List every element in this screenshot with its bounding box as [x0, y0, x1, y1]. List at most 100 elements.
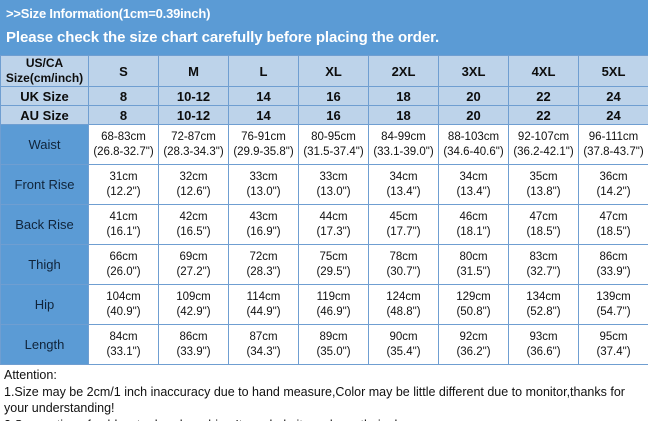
- table-cell: 80-95cm (31.5-37.4"): [298, 124, 369, 165]
- table-cell: 20: [438, 86, 509, 106]
- value-cm: 47cm: [529, 210, 558, 223]
- table-cell: 86cm (33.9"): [578, 244, 648, 285]
- value-inch: (36.6"): [526, 345, 561, 358]
- row-label: Hip: [0, 284, 89, 325]
- value-inch: (34.6-40.6"): [443, 145, 504, 158]
- table-header-row: US/CA Size(cm/inch) S M L XL 2XL 3XL 4XL 5XL: [0, 55, 648, 87]
- row-label: Front Rise: [0, 164, 89, 205]
- value-inch: (27.2"): [176, 265, 211, 278]
- size-chart-table: US/CA Size(cm/inch) S M L XL 2XL 3XL 4XL 5XL UK Si…: [0, 55, 648, 365]
- column-header-2xl: 2XL: [368, 55, 439, 87]
- table-cell: 8: [88, 105, 159, 125]
- column-header-4xl: 4XL: [508, 55, 579, 87]
- table-cell: 33cm (13.0"): [228, 164, 299, 205]
- value-inch: (18.5"): [596, 225, 631, 238]
- table-cell: 80cm (31.5"): [438, 244, 509, 285]
- table-cell: 22: [508, 86, 579, 106]
- table-cell: 83cm (32.7"): [508, 244, 579, 285]
- value-inch: (44.9"): [246, 305, 281, 318]
- table-cell: 36cm (14.2"): [578, 164, 648, 205]
- value-cm: 66cm: [109, 250, 138, 263]
- value-cm: 72-87cm: [171, 130, 216, 143]
- value-cm: 96-111cm: [588, 130, 639, 143]
- value-inch: (36.2-42.1"): [513, 145, 574, 158]
- value-cm: 36cm: [599, 170, 628, 183]
- table-cell: 75cm (29.5"): [298, 244, 369, 285]
- table-cell: 24: [578, 86, 648, 106]
- table-cell: 95cm (37.4"): [578, 324, 648, 365]
- attention-note: Attention: 1.Size may be 2cm/1 inch inac…: [0, 365, 648, 421]
- table-cell: 86cm (33.9"): [158, 324, 229, 365]
- table-cell: 42cm (16.5"): [158, 204, 229, 245]
- table-cell: 78cm (30.7"): [368, 244, 439, 285]
- value-inch: (36.2"): [456, 345, 491, 358]
- value-cm: 75cm: [319, 250, 348, 263]
- value-inch: (32.7"): [526, 265, 561, 278]
- value-cm: 92cm: [459, 330, 488, 343]
- table-cell: 20: [438, 105, 509, 125]
- table-cell: 119cm (46.9"): [298, 284, 369, 325]
- corner-label-line1: US/CA: [25, 56, 64, 71]
- table-cell: 76-91cm (29.9-35.8"): [228, 124, 299, 165]
- column-header-s: S: [88, 55, 159, 87]
- table-cell: 84-99cm (33.1-39.0"): [368, 124, 439, 165]
- table-cell: 109cm (42.9"): [158, 284, 229, 325]
- table-cell: 129cm (50.8"): [438, 284, 509, 325]
- table-cell: 72-87cm (28.3-34.3"): [158, 124, 229, 165]
- table-cell: 139cm (54.7"): [578, 284, 648, 325]
- table-row: Back Rise 41cm (16.1") 42cm (16.5") 43cm (16.9…: [0, 204, 648, 245]
- table-cell: 32cm (12.6"): [158, 164, 229, 205]
- banner-subtitle: Please check the size chart carefully be…: [6, 29, 440, 46]
- value-inch: (42.9"): [176, 305, 211, 318]
- value-cm: 89cm: [319, 330, 348, 343]
- value-inch: (31.5"): [456, 265, 491, 278]
- table-row: Thigh 66cm (26.0") 69cm (27.2") 72cm (28.3") 75…: [0, 244, 648, 285]
- value-cm: 84-99cm: [381, 130, 426, 143]
- table-cell: 89cm (35.0"): [298, 324, 369, 365]
- value-inch: (12.6"): [176, 185, 211, 198]
- table-cell: 90cm (35.4"): [368, 324, 439, 365]
- value-cm: 44cm: [319, 210, 348, 223]
- table-cell: 41cm (16.1"): [88, 204, 159, 245]
- value-inch: (29.5"): [316, 265, 351, 278]
- value-cm: 119cm: [316, 290, 351, 303]
- value-cm: 72cm: [249, 250, 278, 263]
- table-cell: 84cm (33.1"): [88, 324, 159, 365]
- table-cell: 22: [508, 105, 579, 125]
- value-cm: 31cm: [109, 170, 138, 183]
- row-label: AU Size: [0, 105, 89, 125]
- value-cm: 34cm: [389, 170, 418, 183]
- table-cell: 14: [228, 86, 299, 106]
- value-cm: 84cm: [109, 330, 138, 343]
- corner-label-line2: Size(cm/inch): [5, 71, 84, 85]
- column-header-m: M: [158, 55, 229, 87]
- table-cell: 8: [88, 86, 159, 106]
- value-cm: 34cm: [459, 170, 488, 183]
- header-corner-label: US/CA Size(cm/inch): [0, 55, 89, 87]
- table-cell: 134cm (52.8"): [508, 284, 579, 325]
- value-inch: (33.1"): [106, 345, 141, 358]
- table-cell: 92cm (36.2"): [438, 324, 509, 365]
- value-inch: (13.4"): [386, 185, 421, 198]
- value-inch: (13.0"): [246, 185, 281, 198]
- table-cell: 35cm (13.8"): [508, 164, 579, 205]
- table-cell: 46cm (18.1"): [438, 204, 509, 245]
- value-inch: (37.4"): [596, 345, 631, 358]
- table-cell: 10-12: [158, 105, 229, 125]
- value-inch: (33.9"): [176, 345, 211, 358]
- value-cm: 33cm: [319, 170, 348, 183]
- value-inch: (52.8"): [526, 305, 561, 318]
- table-cell: 69cm (27.2"): [158, 244, 229, 285]
- table-cell: 18: [368, 86, 439, 106]
- value-cm: 43cm: [249, 210, 278, 223]
- value-cm: 95cm: [599, 330, 628, 343]
- table-cell: 43cm (16.9"): [228, 204, 299, 245]
- attention-line: 1.Size may be 2cm/1 inch inaccuracy due …: [4, 384, 625, 399]
- value-inch: (16.5"): [176, 225, 211, 238]
- table-cell: 33cm (13.0"): [298, 164, 369, 205]
- table-cell: 16: [298, 86, 369, 106]
- table-cell: 31cm (12.2"): [88, 164, 159, 205]
- value-cm: 35cm: [529, 170, 558, 183]
- value-inch: (31.5-37.4"): [303, 145, 364, 158]
- table-cell: 96-111cm (37.8-43.7"): [578, 124, 648, 165]
